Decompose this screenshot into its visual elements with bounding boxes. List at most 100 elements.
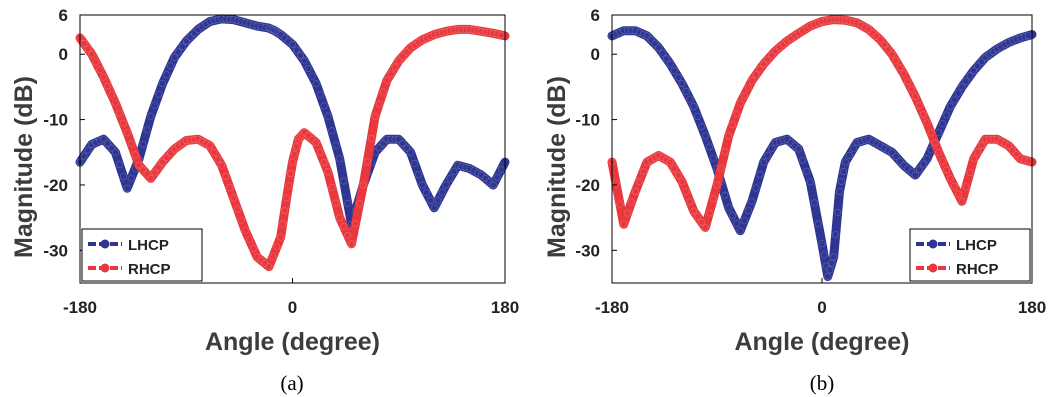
series-point-lhcp [643,32,651,40]
series-point-lhcp [450,168,458,176]
series-point-rhcp [332,199,340,207]
legend-marker-rhcp [100,263,110,273]
series-point-rhcp [127,140,135,148]
series-point-lhcp [830,253,838,261]
series-point-rhcp [210,148,218,156]
series-point-rhcp [935,148,943,156]
legend-label-lhcp: LHCP [128,237,169,254]
series-point-rhcp [701,223,709,231]
series-point-rhcp [143,170,151,178]
series-point-rhcp [328,183,336,191]
legend-box [81,228,203,282]
series-point-lhcp [320,102,328,110]
series-point-lhcp [736,227,744,235]
y-tick-label: -20 [575,176,600,195]
legend-label-rhcp: RHCP [128,261,171,278]
series-point-lhcp [814,220,822,228]
series-point-lhcp [826,266,834,274]
series-point-lhcp [288,40,296,48]
series-point-rhcp [320,159,328,167]
series-point-rhcp [670,165,678,173]
series-point-rhcp [96,66,104,74]
series-point-lhcp [670,67,678,75]
series-point-lhcp [84,146,92,154]
series-point-rhcp [884,46,892,54]
series-point-lhcp [795,145,803,153]
series-point-lhcp [911,171,919,179]
series-point-lhcp [810,199,818,207]
y-axis-label: Magnitude (dB) [543,76,571,258]
series-point-lhcp [442,181,450,189]
series-point-lhcp [179,42,187,50]
series-point-rhcp [324,168,332,176]
series-point-lhcp [966,72,974,80]
series-point-lhcp [312,80,320,88]
series-point-rhcp [694,213,702,221]
y-tick-label: -30 [43,241,68,260]
series-point-rhcp [273,243,281,251]
series-point-lhcp [686,95,694,103]
series-point-rhcp [391,63,399,71]
series-point-rhcp [359,181,367,189]
series-point-lhcp [939,120,947,128]
series-point-rhcp [962,183,970,191]
y-tick-label: 6 [59,6,68,25]
series-point-lhcp [170,53,178,61]
series-point-rhcp [698,218,706,226]
series-point-lhcp [701,132,709,140]
series-point-lhcp [328,127,336,135]
series-point-rhcp [736,99,744,107]
series-point-lhcp [978,58,986,66]
series-point-rhcp [1009,146,1017,154]
series-point-lhcp [111,148,119,156]
series-point-lhcp [139,140,147,148]
series-point-rhcp [387,70,395,78]
series-point-rhcp [290,150,298,158]
series-point-rhcp [238,216,246,224]
series-point-lhcp [175,48,183,56]
series-point-lhcp [666,60,674,68]
series-point-rhcp [966,168,974,176]
series-point-rhcp [768,51,776,59]
y-tick-label: 0 [591,45,600,64]
series-point-lhcp [316,91,324,99]
series-point-lhcp [411,159,419,167]
series-point-rhcp [108,91,116,99]
series-point-rhcp [911,93,919,101]
series-point-rhcp [958,197,966,205]
series-point-lhcp [119,173,127,181]
series-point-rhcp [713,181,721,189]
series-point-lhcp [123,184,131,192]
series-point-lhcp [740,217,748,225]
series-point-rhcp [896,64,904,72]
legend-marker-rhcp [928,263,938,273]
series-point-rhcp [927,129,935,137]
series-point-lhcp [678,80,686,88]
y-tick-label: -30 [575,241,600,260]
series-point-rhcp [104,82,112,90]
series-point-lhcp [803,167,811,175]
series-point-rhcp [729,121,737,129]
series-point-rhcp [119,119,127,127]
series-point-lhcp [143,126,151,134]
series-point-lhcp [379,139,387,147]
series-point-rhcp [631,188,639,196]
series-point-lhcp [663,55,671,63]
series-point-lhcp [839,168,847,176]
series-point-lhcp [943,111,951,119]
panel-caption: (b) [810,371,835,395]
series-point-lhcp [954,89,962,97]
series-point-lhcp [127,174,135,182]
series-point-rhcp [167,149,175,157]
series-point-rhcp [312,139,320,147]
series-point-lhcp [324,112,332,120]
series-point-rhcp [666,158,674,166]
series-point-rhcp [639,168,647,176]
series-point-lhcp [395,135,403,143]
series-point-lhcp [974,62,982,70]
series-point-rhcp [344,231,352,239]
series-point-lhcp [163,71,171,79]
series-line-rhcp [607,15,1037,232]
series-point-rhcp [115,109,123,117]
series-point-lhcp [80,152,88,160]
